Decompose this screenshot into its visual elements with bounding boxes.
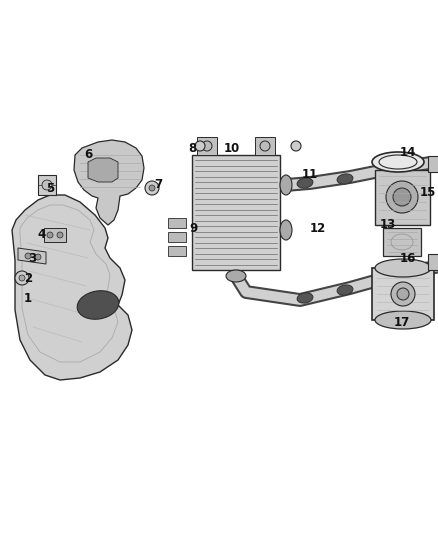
Ellipse shape bbox=[397, 288, 409, 300]
Circle shape bbox=[260, 141, 270, 151]
Ellipse shape bbox=[375, 259, 431, 277]
Text: 3: 3 bbox=[28, 252, 36, 264]
Text: 16: 16 bbox=[400, 252, 416, 264]
Circle shape bbox=[291, 141, 301, 151]
Text: 8: 8 bbox=[188, 141, 196, 155]
Circle shape bbox=[35, 254, 41, 260]
Text: 10: 10 bbox=[224, 141, 240, 155]
FancyBboxPatch shape bbox=[428, 254, 438, 270]
Circle shape bbox=[42, 180, 52, 190]
Circle shape bbox=[145, 181, 159, 195]
Text: 15: 15 bbox=[420, 185, 436, 198]
Ellipse shape bbox=[280, 220, 292, 240]
Circle shape bbox=[202, 141, 212, 151]
Ellipse shape bbox=[297, 293, 313, 303]
Text: 5: 5 bbox=[46, 182, 54, 195]
Polygon shape bbox=[168, 232, 186, 242]
Circle shape bbox=[57, 232, 63, 238]
Polygon shape bbox=[44, 228, 66, 242]
Circle shape bbox=[149, 185, 155, 191]
FancyBboxPatch shape bbox=[38, 175, 56, 195]
Circle shape bbox=[195, 141, 205, 151]
FancyBboxPatch shape bbox=[372, 268, 434, 320]
Ellipse shape bbox=[297, 178, 313, 188]
FancyBboxPatch shape bbox=[255, 137, 275, 155]
Ellipse shape bbox=[386, 181, 418, 213]
Polygon shape bbox=[12, 195, 132, 380]
Text: 6: 6 bbox=[84, 149, 92, 161]
Polygon shape bbox=[168, 246, 186, 256]
Text: 11: 11 bbox=[302, 168, 318, 182]
FancyBboxPatch shape bbox=[197, 137, 217, 155]
FancyBboxPatch shape bbox=[192, 155, 280, 270]
Text: 13: 13 bbox=[380, 219, 396, 231]
Text: 12: 12 bbox=[310, 222, 326, 235]
Text: 14: 14 bbox=[400, 146, 416, 158]
Ellipse shape bbox=[372, 152, 424, 172]
Polygon shape bbox=[18, 248, 46, 264]
Ellipse shape bbox=[375, 311, 431, 329]
Polygon shape bbox=[74, 140, 144, 225]
Text: 1: 1 bbox=[24, 292, 32, 304]
Ellipse shape bbox=[226, 270, 246, 282]
Ellipse shape bbox=[391, 282, 415, 306]
FancyBboxPatch shape bbox=[428, 156, 438, 172]
Text: 9: 9 bbox=[190, 222, 198, 235]
Circle shape bbox=[19, 275, 25, 281]
Polygon shape bbox=[168, 218, 186, 228]
Text: 7: 7 bbox=[154, 179, 162, 191]
Ellipse shape bbox=[77, 290, 119, 319]
Text: 2: 2 bbox=[24, 271, 32, 285]
Text: 4: 4 bbox=[38, 228, 46, 240]
Circle shape bbox=[15, 271, 29, 285]
Ellipse shape bbox=[393, 188, 411, 206]
Polygon shape bbox=[88, 158, 118, 182]
FancyBboxPatch shape bbox=[383, 228, 421, 256]
Ellipse shape bbox=[337, 174, 353, 184]
Ellipse shape bbox=[337, 285, 353, 295]
Ellipse shape bbox=[280, 175, 292, 195]
Circle shape bbox=[47, 232, 53, 238]
FancyBboxPatch shape bbox=[375, 170, 430, 225]
Circle shape bbox=[25, 253, 31, 259]
Text: 17: 17 bbox=[394, 316, 410, 328]
